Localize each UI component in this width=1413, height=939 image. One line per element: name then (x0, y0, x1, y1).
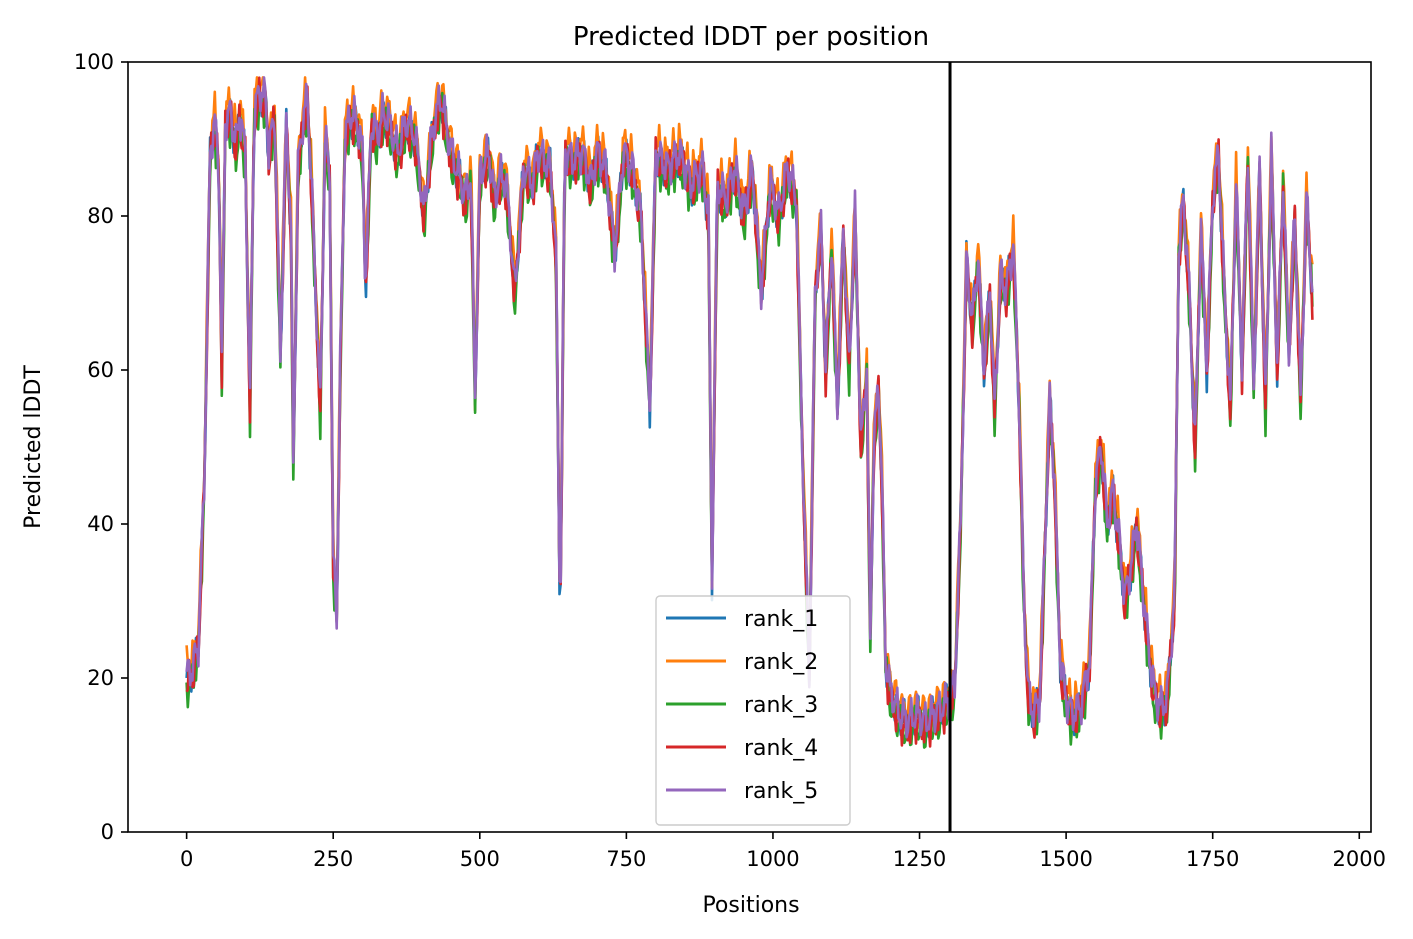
y-tick-label: 0 (101, 820, 114, 844)
plot-area (185, 62, 1314, 832)
axes-frame (127, 61, 1372, 833)
legend-label-rank_4: rank_4 (744, 736, 818, 761)
legend-label-rank_5: rank_5 (744, 779, 818, 804)
legend-label-rank_2: rank_2 (744, 650, 818, 675)
chart-title: Predicted lDDT per position (573, 22, 929, 52)
x-tick-label: 750 (606, 847, 646, 871)
x-tick-label: 0 (180, 847, 193, 871)
series-line-rank_4 (185, 76, 1314, 748)
x-tick-label: 500 (460, 847, 500, 871)
y-tick-label: 80 (87, 204, 114, 228)
x-tick-label: 1750 (1186, 847, 1239, 871)
series-line-rank_5 (185, 76, 1314, 739)
x-tick-label: 1000 (746, 847, 799, 871)
legend-label-rank_3: rank_3 (744, 693, 818, 718)
y-axis: 0 20 40 60 80 100 (74, 50, 128, 844)
y-tick-label: 60 (87, 358, 114, 382)
y-tick-label: 40 (87, 512, 114, 536)
x-tick-label: 1500 (1039, 847, 1092, 871)
y-tick-label: 100 (74, 50, 114, 74)
x-tick-label: 250 (313, 847, 353, 871)
legend-box (655, 595, 851, 826)
x-tick-label: 2000 (1333, 847, 1386, 871)
x-tick-label: 1250 (893, 847, 946, 871)
legend-label-rank_1: rank_1 (744, 607, 818, 632)
y-axis-label: Predicted lDDT (21, 365, 46, 529)
y-tick-label: 20 (87, 666, 114, 690)
x-axis: 0 250 500 750 1000 1250 1500 1750 2000 (180, 832, 1386, 871)
x-axis-label: Positions (702, 893, 799, 918)
legend: rank_1 rank_2 rank_3 rank_4 rank_5 (655, 595, 851, 826)
